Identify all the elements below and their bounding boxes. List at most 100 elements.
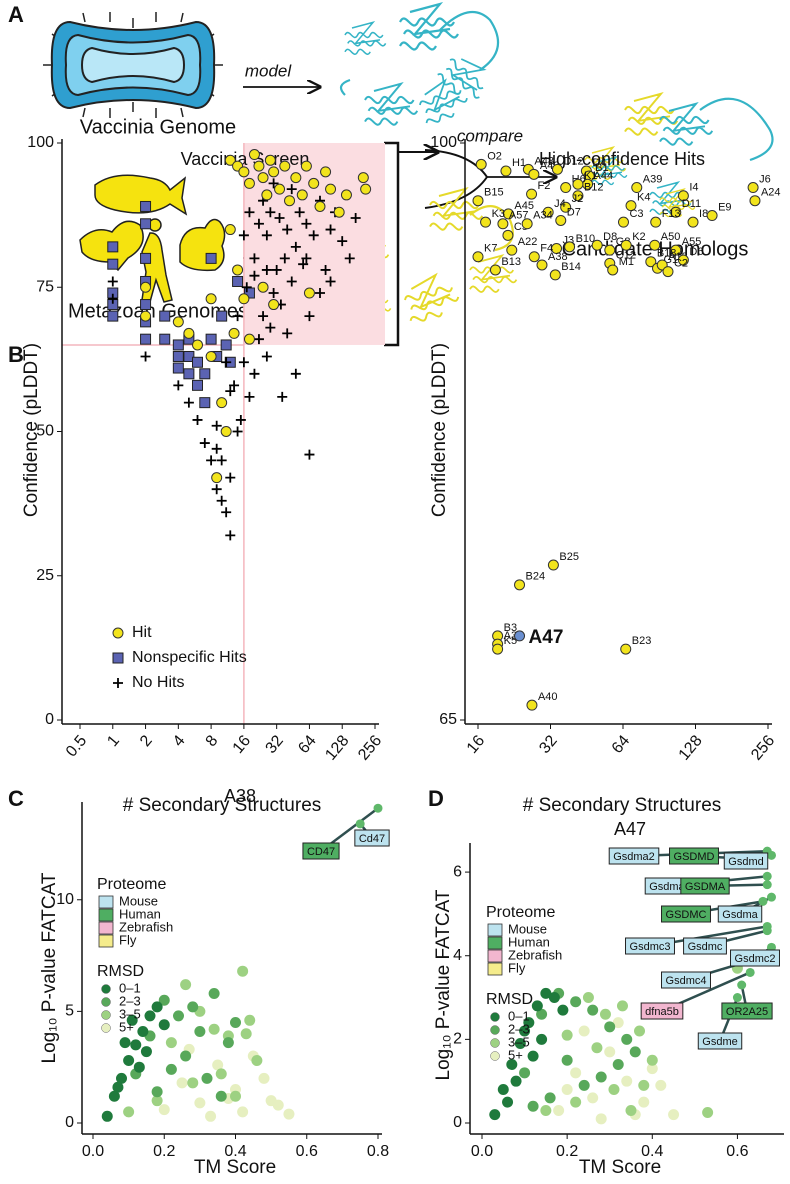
metazoan-silhouettes [79,174,226,303]
legend-marker [490,1038,500,1048]
hit-label: Cd47 [359,833,385,845]
legend-label: Mouse [508,921,547,936]
point-label: C3 [629,208,643,220]
point-label: B15 [484,187,504,199]
point [629,1046,641,1058]
point-label: K1 [584,170,597,182]
hit-label: Gsdma2 [613,851,655,863]
point-label: J4 [554,198,566,210]
point [137,1025,149,1037]
point [561,1084,573,1096]
point [272,1099,284,1111]
point-label: K7 [484,243,497,255]
point [480,216,492,228]
legend-marker [113,678,123,688]
point [221,507,232,518]
point [702,1107,714,1119]
point [506,244,518,256]
point-label: B3 [504,622,517,634]
point [237,1106,249,1118]
point-label: K3 [492,208,505,220]
point-label: J2 [572,193,584,205]
x-tick-label: 64 [609,732,634,757]
point [238,166,250,178]
point-label: K4 [637,192,650,204]
point [216,310,228,322]
point [587,1004,599,1016]
point [646,1063,658,1075]
point [561,1029,573,1041]
point [344,253,355,264]
point [296,189,308,201]
point [183,327,195,339]
point-label: D12 [563,155,583,167]
hit-point [732,993,742,1003]
point-label: A39 [643,173,663,185]
point [249,253,260,264]
point-label: B18 [657,248,677,260]
point [225,472,236,483]
legend-swatch [487,962,503,976]
point [201,1072,213,1084]
point [570,1067,582,1079]
point [540,987,552,999]
point [140,310,152,322]
point-label: A45 [514,200,534,212]
hit-label-box [661,905,711,923]
point [232,264,244,276]
x-tick-label: 1 [104,732,123,750]
point [140,333,152,345]
point [308,230,319,241]
point [224,154,236,166]
point [350,213,361,224]
point [687,216,699,228]
chart-title: Vaccinia Screen [181,149,310,169]
point [216,397,228,409]
point [108,1090,120,1102]
point [244,391,255,402]
y-tick-label: 100 [27,134,54,151]
point [173,1010,184,1022]
x-tick-label: 0.2 [556,1143,578,1160]
hit-label: GSDMA [685,881,726,893]
point-label: D7 [567,206,581,218]
legend-marker [112,652,124,664]
hit-label-box [354,829,390,847]
point [668,1109,680,1121]
x-tick-label: 256 [355,732,385,763]
point [283,1108,295,1120]
point [294,207,305,218]
y-tick-label: 4 [453,947,462,964]
x-tick-label: 32 [263,732,288,757]
point-label: A24 [761,187,781,199]
legend-marker [101,1023,111,1033]
point [208,1023,220,1035]
point [208,988,220,1000]
x-tick-label: 0.6 [726,1143,748,1160]
legend-label: Mouse [119,893,158,908]
point-label: A57 [509,210,529,222]
panel-label: D [428,786,444,811]
point [547,559,559,571]
diagram-label: compare [457,126,523,145]
legend-title: RMSD [486,991,533,1008]
point [183,368,195,380]
point [314,288,325,299]
hit-label-box [608,847,660,865]
legend-marker [490,1025,500,1035]
point [620,239,632,251]
hit-label: Gsdmc4 [666,975,707,987]
legend-label: Hit [132,624,152,641]
point-label: M1 [619,256,634,268]
point [268,299,280,311]
legend-label: 0–1 [508,1008,530,1023]
point [314,200,326,212]
hit-label-box [302,842,340,860]
point [249,270,260,281]
viral-structures [339,2,500,127]
hit-label: Gsdmc3 [630,941,671,953]
point [472,251,484,263]
point [180,979,192,991]
x-tick-label: 8 [203,732,222,750]
candidate-structures [584,92,774,218]
